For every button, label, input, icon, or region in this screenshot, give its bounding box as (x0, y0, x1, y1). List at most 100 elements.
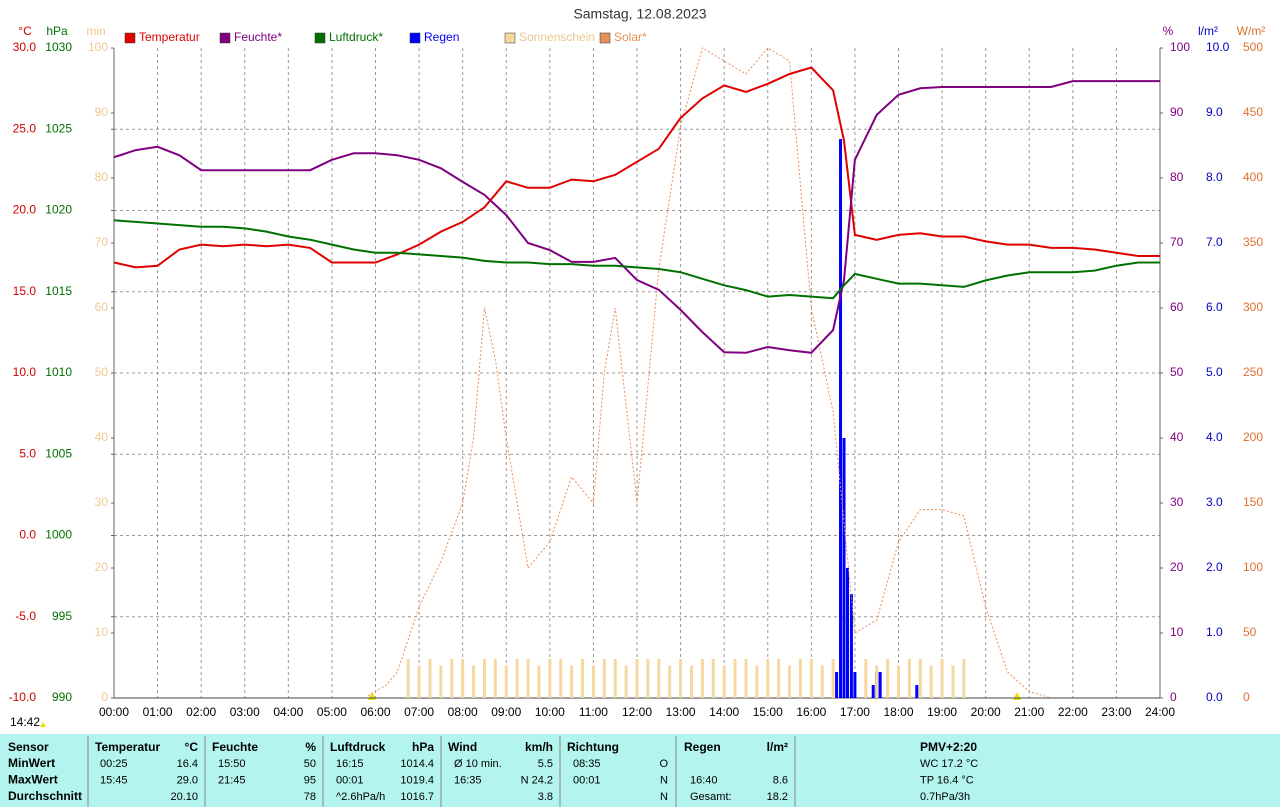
bar (461, 659, 465, 698)
axis-unit: l/m² (1198, 24, 1218, 38)
axis-unit: min (86, 24, 105, 38)
y-tick-label: 0 (101, 690, 108, 704)
legend-label: Regen (424, 30, 459, 44)
x-tick-label: 08:00 (448, 705, 478, 719)
bar (849, 594, 853, 698)
x-tick-label: 12:00 (622, 705, 652, 719)
bar (846, 568, 850, 698)
table-header: Feuchte (212, 740, 258, 754)
legend-swatch (314, 32, 326, 44)
bar (798, 659, 802, 698)
y-tick-label: 50 (95, 365, 109, 379)
y-tick-label: 10 (1170, 625, 1184, 639)
y-tick-label: 1005 (45, 446, 72, 460)
y-tick-label: 1.0 (1206, 625, 1223, 639)
bar (548, 659, 552, 698)
y-tick-label: 0.0 (1206, 690, 1223, 704)
table-header: Richtung (567, 740, 619, 754)
bar (417, 665, 421, 698)
x-tick-label: 04:00 (273, 705, 303, 719)
table-cell: Ø 10 min. (454, 758, 502, 770)
y-tick-label: 2.0 (1206, 560, 1223, 574)
y-tick-label: 1020 (45, 203, 72, 217)
table-cell: 78 (304, 791, 316, 803)
x-tick-label: 00:00 (99, 705, 129, 719)
bar (668, 665, 672, 698)
bar (537, 665, 541, 698)
x-tick-label: 15:00 (753, 705, 783, 719)
y-tick-label: 0 (1170, 690, 1177, 704)
table-cell: 50 (304, 758, 316, 770)
legend-label: Sonnenschein (519, 30, 595, 44)
table-cell: 0.7hPa/3h (920, 791, 970, 803)
x-tick-label: 14:00 (709, 705, 739, 719)
row-label: Durchschnitt (8, 789, 82, 803)
y-tick-label: 80 (1170, 170, 1184, 184)
y-tick-label: 40 (95, 430, 109, 444)
y-tick-label: 30 (95, 495, 109, 509)
x-tick-label: 10:00 (535, 705, 565, 719)
time-marker (40, 722, 46, 727)
table-cell: 1019.4 (400, 774, 434, 786)
bar (835, 672, 839, 698)
bar (864, 659, 868, 698)
bar (570, 665, 574, 698)
y-tick-label: 350 (1243, 235, 1263, 249)
bar (907, 659, 911, 698)
y-tick-label: 50 (1170, 365, 1184, 379)
table-cell: 1016.7 (400, 791, 434, 803)
y-tick-label: 995 (52, 609, 72, 623)
legend-swatch (219, 32, 231, 44)
table-header: Regen (684, 740, 721, 754)
y-tick-label: 1030 (45, 40, 72, 54)
x-tick-label: 18:00 (883, 705, 913, 719)
bar (820, 665, 824, 698)
bar (897, 665, 900, 698)
table-cell: 8.6 (773, 774, 788, 786)
table-cell: WC 17.2 °C (920, 758, 978, 770)
bar (951, 665, 955, 698)
table-header: l/m² (767, 740, 788, 754)
x-tick-label: 01:00 (143, 705, 173, 719)
y-tick-label: 10.0 (1206, 40, 1230, 54)
y-tick-label: 100 (1243, 560, 1263, 574)
table-cell: N 24.2 (521, 774, 553, 786)
bar (744, 659, 748, 698)
y-tick-label: 1015 (45, 284, 72, 298)
y-tick-label: 4.0 (1206, 430, 1223, 444)
y-tick-label: 20.0 (13, 203, 37, 217)
y-tick-label: 25.0 (13, 121, 37, 135)
bar (635, 659, 639, 698)
table-header: km/h (525, 740, 553, 754)
y-tick-label: -10.0 (9, 690, 37, 704)
axis-unit: W/m² (1237, 24, 1266, 38)
y-tick-label: 500 (1243, 40, 1263, 54)
x-tick-label: 17:00 (840, 705, 870, 719)
x-tick-label: 05:00 (317, 705, 347, 719)
x-tick-label: 21:00 (1014, 705, 1044, 719)
bar (657, 659, 661, 698)
y-tick-label: 90 (1170, 105, 1184, 119)
axis-unit: % (1163, 24, 1174, 38)
table-cell: 08:35 (573, 758, 601, 770)
x-tick-label: 13:00 (666, 705, 696, 719)
x-tick-label: 09:00 (491, 705, 521, 719)
y-tick-label: 100 (1170, 40, 1190, 54)
y-tick-label: 70 (95, 235, 109, 249)
bar (853, 672, 857, 698)
table-cell: ^2.6hPa/h (336, 791, 385, 803)
y-tick-label: 1025 (45, 121, 72, 135)
y-tick-label: 50 (1243, 625, 1257, 639)
bar (733, 659, 737, 698)
table-cell: 16:15 (336, 758, 364, 770)
y-tick-label: 10.0 (13, 365, 37, 379)
table-header: Luftdruck (330, 740, 386, 754)
x-tick-label: 24:00 (1145, 705, 1175, 719)
table-header: Temperatur (95, 740, 160, 754)
bar (755, 665, 759, 698)
table-cell: 16:40 (690, 774, 718, 786)
bar (428, 659, 432, 698)
bar (940, 659, 944, 698)
